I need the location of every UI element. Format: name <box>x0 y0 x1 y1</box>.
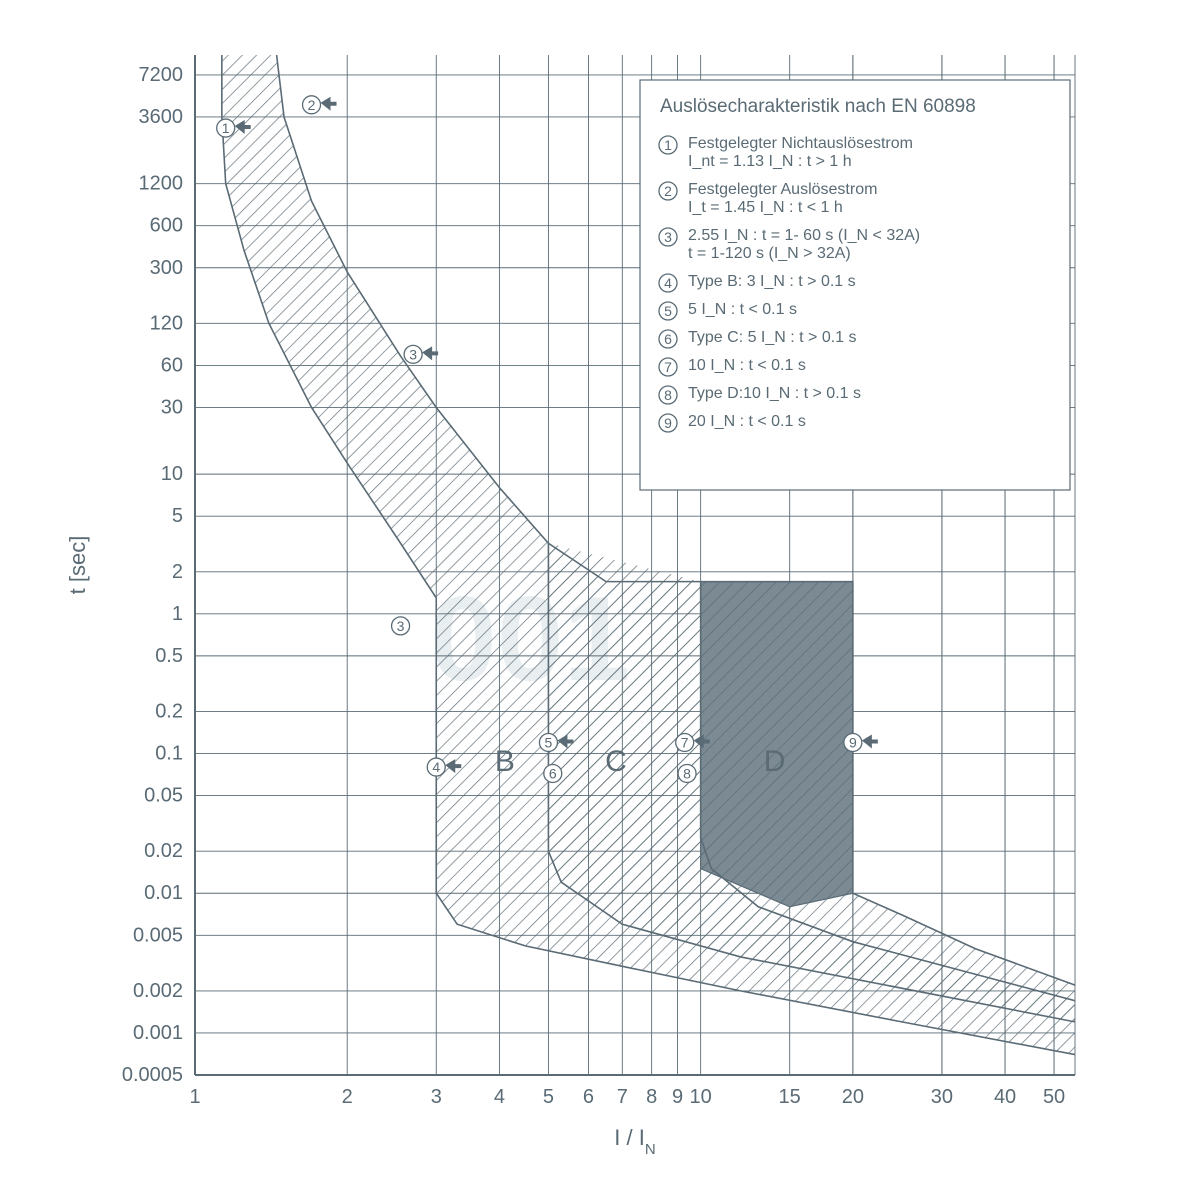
y-tick: 7200 <box>139 64 184 86</box>
legend-line: 10 I_N : t < 0.1 s <box>688 357 806 374</box>
y-tick: 1200 <box>139 173 184 195</box>
y-tick: 0.005 <box>133 924 183 946</box>
x-tick: 1 <box>189 1086 200 1108</box>
svg-text:9: 9 <box>664 415 672 431</box>
x-tick: 5 <box>543 1086 554 1108</box>
y-tick: 10 <box>161 463 183 485</box>
y-tick: 0.5 <box>155 645 183 667</box>
y-axis-label: t [sec] <box>65 536 90 595</box>
svg-text:5: 5 <box>545 734 553 750</box>
y-tick: 60 <box>161 354 183 376</box>
svg-text:2: 2 <box>308 97 316 113</box>
x-tick: 6 <box>583 1086 594 1108</box>
marker-2: 2 <box>303 96 337 114</box>
marker-4: 4 <box>659 274 677 292</box>
y-tick: 120 <box>150 312 183 334</box>
svg-text:8: 8 <box>683 765 691 781</box>
y-tick: 1 <box>172 603 183 625</box>
y-tick: 5 <box>172 505 183 527</box>
y-tick: 0.001 <box>133 1022 183 1044</box>
marker-2: 2 <box>659 182 677 200</box>
x-tick: 8 <box>646 1086 657 1108</box>
zone-label-b: B <box>495 745 515 778</box>
y-tick: 2 <box>172 561 183 583</box>
marker-9: 9 <box>844 733 878 751</box>
y-tick: 0.02 <box>144 840 183 862</box>
y-tick: 0.01 <box>144 882 183 904</box>
y-tick: 0.05 <box>144 785 183 807</box>
y-tick: 3600 <box>139 106 184 128</box>
legend-line: Type B: 3 I_N : t > 0.1 s <box>688 273 856 290</box>
y-tick: 0.0005 <box>122 1064 183 1086</box>
legend-line: Festgelegter Auslösestrom <box>688 181 877 198</box>
y-tick: 30 <box>161 396 183 418</box>
svg-text:3: 3 <box>397 618 405 634</box>
x-tick: 3 <box>431 1086 442 1108</box>
svg-text:1: 1 <box>222 120 230 136</box>
y-tick: 0.2 <box>155 700 183 722</box>
svg-text:4: 4 <box>664 275 672 291</box>
marker-3: 3 <box>659 228 677 246</box>
legend-line: t = 1-120 s (I_N > 32A) <box>688 245 851 262</box>
zone-label-c: C <box>605 745 627 778</box>
svg-text:6: 6 <box>664 331 672 347</box>
legend-line: I_t = 1.45 I_N : t < 1 h <box>688 199 843 216</box>
legend-line: Type D:10 I_N : t > 0.1 s <box>688 385 861 402</box>
x-tick: 30 <box>931 1086 953 1108</box>
svg-text:3: 3 <box>664 229 672 245</box>
x-tick: 10 <box>690 1086 712 1108</box>
legend-line: Festgelegter Nichtauslösestrom <box>688 135 913 152</box>
zone-label-d: D <box>764 745 786 778</box>
marker-3: 3 <box>392 617 410 635</box>
svg-text:1: 1 <box>664 137 672 153</box>
x-tick: 4 <box>494 1086 505 1108</box>
svg-text:4: 4 <box>432 759 440 775</box>
marker-8: 8 <box>659 386 677 404</box>
legend-line: 20 I_N : t < 0.1 s <box>688 413 806 430</box>
y-tick: 0.1 <box>155 743 183 765</box>
marker-9: 9 <box>659 414 677 432</box>
svg-text:3: 3 <box>409 346 417 362</box>
marker-3: 3 <box>404 345 438 363</box>
x-axis-label: I / IN <box>614 1125 655 1158</box>
marker-5: 5 <box>659 302 677 320</box>
x-tick: 15 <box>779 1086 801 1108</box>
y-tick: 300 <box>150 257 183 279</box>
x-tick: 20 <box>842 1086 864 1108</box>
marker-6: 6 <box>544 764 562 782</box>
marker-1: 1 <box>659 136 677 154</box>
marker-6: 6 <box>659 330 677 348</box>
x-tick: 50 <box>1043 1086 1065 1108</box>
svg-text:5: 5 <box>664 303 672 319</box>
legend-line: Type C: 5 I_N : t > 0.1 s <box>688 329 857 346</box>
svg-text:6: 6 <box>549 765 557 781</box>
svg-text:7: 7 <box>681 734 689 750</box>
legend-title: Auslösecharakteristik nach EN 60898 <box>660 96 976 117</box>
svg-text:2: 2 <box>664 183 672 199</box>
x-tick: 40 <box>994 1086 1016 1108</box>
x-tick: 2 <box>342 1086 353 1108</box>
svg-text:8: 8 <box>664 387 672 403</box>
legend-line: 2.55 I_N : t = 1- 60 s (I_N < 32A) <box>688 227 920 244</box>
legend-line: I_nt = 1.13 I_N : t > 1 h <box>688 153 852 170</box>
x-tick: 9 <box>672 1086 683 1108</box>
legend-line: 5 I_N : t < 0.1 s <box>688 301 797 318</box>
marker-8: 8 <box>678 764 696 782</box>
svg-text:9: 9 <box>849 734 857 750</box>
y-tick: 600 <box>150 215 183 237</box>
y-tick: 0.002 <box>133 980 183 1002</box>
x-tick: 7 <box>617 1086 628 1108</box>
marker-7: 7 <box>659 358 677 376</box>
trip-characteristic-chart: 001BCD1234567891015203040500.00050.0010.… <box>0 0 1200 1200</box>
svg-text:7: 7 <box>664 359 672 375</box>
chart-svg: 001BCD1234567891015203040500.00050.0010.… <box>0 0 1200 1200</box>
